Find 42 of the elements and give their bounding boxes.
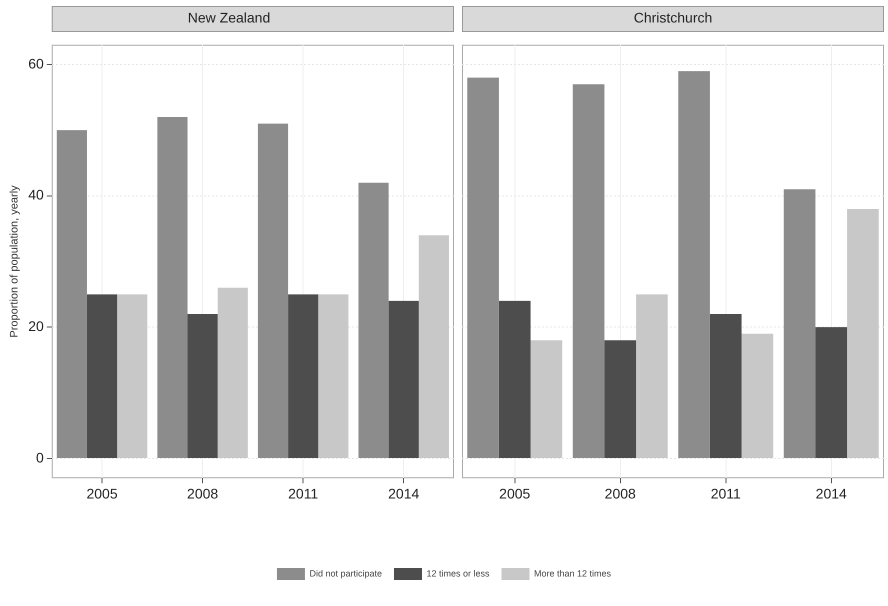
x-tick-label: 2014: [816, 485, 848, 502]
bar: [388, 300, 419, 458]
bar: [530, 340, 562, 458]
legend-label: Did not participate: [309, 568, 382, 578]
bar: [157, 117, 188, 458]
bar: [784, 189, 816, 458]
bar: [710, 314, 742, 458]
x-tick-label: 2008: [604, 485, 636, 502]
chart-title: Christchurch: [634, 9, 712, 26]
chart-title: New Zealand: [188, 9, 270, 26]
bar: [572, 84, 604, 458]
y-tick-label: 20: [28, 318, 44, 334]
x-tick-label: 2014: [388, 485, 420, 502]
bar: [86, 294, 118, 458]
bar: [258, 124, 288, 458]
bar: [847, 208, 879, 458]
bar: [117, 294, 148, 458]
y-tick-label: 0: [36, 449, 44, 466]
y-tick-label: 60: [28, 55, 44, 72]
x-tick-label: 2005: [86, 485, 118, 502]
bar: [218, 288, 248, 458]
x-tick-label: 2011: [288, 485, 318, 502]
bar: [467, 78, 499, 458]
bar: [678, 71, 710, 458]
y-tick-label: 40: [28, 186, 44, 203]
bar: [418, 235, 449, 458]
bar: [636, 294, 668, 458]
legend-label: 12 times or less: [426, 568, 490, 578]
bar: [742, 334, 774, 458]
y-axis-title: Proportion of population, yearly: [8, 184, 21, 338]
bar: [288, 294, 318, 458]
x-tick-label: 2008: [187, 485, 218, 502]
bar: [56, 130, 87, 458]
bar: [358, 182, 389, 458]
x-tick-label: 2011: [710, 485, 742, 502]
bar: [498, 300, 531, 458]
legend-label: More than 12 times: [534, 568, 612, 578]
bar: [318, 294, 348, 458]
bar: [604, 340, 636, 458]
bar: [188, 314, 218, 458]
bar: [815, 327, 848, 458]
x-tick-label: 2005: [499, 485, 531, 502]
